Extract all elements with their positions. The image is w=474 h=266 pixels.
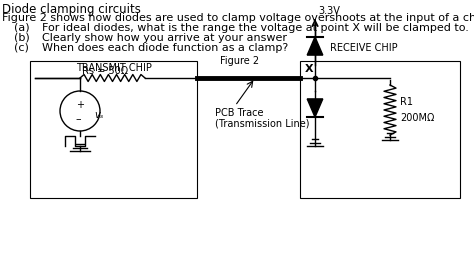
Text: 3.3V: 3.3V <box>318 6 340 16</box>
Text: Diode clamping circuits: Diode clamping circuits <box>2 3 141 16</box>
Text: PCB Trace: PCB Trace <box>215 108 264 118</box>
Text: (c): (c) <box>14 43 29 53</box>
Text: TRANSMIT CHIP: TRANSMIT CHIP <box>75 63 151 73</box>
Polygon shape <box>307 37 323 55</box>
Text: Rs = 50Ω: Rs = 50Ω <box>82 66 128 76</box>
Bar <box>30 61 197 198</box>
Text: R1: R1 <box>400 97 413 107</box>
Text: Figure 2 shows how diodes are used to clamp voltage overshoots at the input of a: Figure 2 shows how diodes are used to cl… <box>2 13 474 23</box>
Text: +: + <box>76 100 84 110</box>
Text: 200MΩ: 200MΩ <box>400 113 434 123</box>
Text: Figure 2: Figure 2 <box>220 56 259 66</box>
Text: (Transmission Line): (Transmission Line) <box>215 118 310 128</box>
Text: (a): (a) <box>14 23 29 33</box>
Text: –: – <box>75 114 81 124</box>
Bar <box>300 61 460 198</box>
Text: For ideal diodes, what is the range the voltage at point X will be clamped to.: For ideal diodes, what is the range the … <box>42 23 469 33</box>
Text: X: X <box>304 64 313 74</box>
Text: When does each diode function as a clamp?: When does each diode function as a clamp… <box>42 43 288 53</box>
Text: (b): (b) <box>14 33 30 43</box>
Text: vₛ: vₛ <box>94 110 103 120</box>
Text: RECEIVE CHIP: RECEIVE CHIP <box>330 43 398 53</box>
Polygon shape <box>307 99 323 117</box>
Text: Clearly show how you arrive at your answer: Clearly show how you arrive at your answ… <box>42 33 287 43</box>
